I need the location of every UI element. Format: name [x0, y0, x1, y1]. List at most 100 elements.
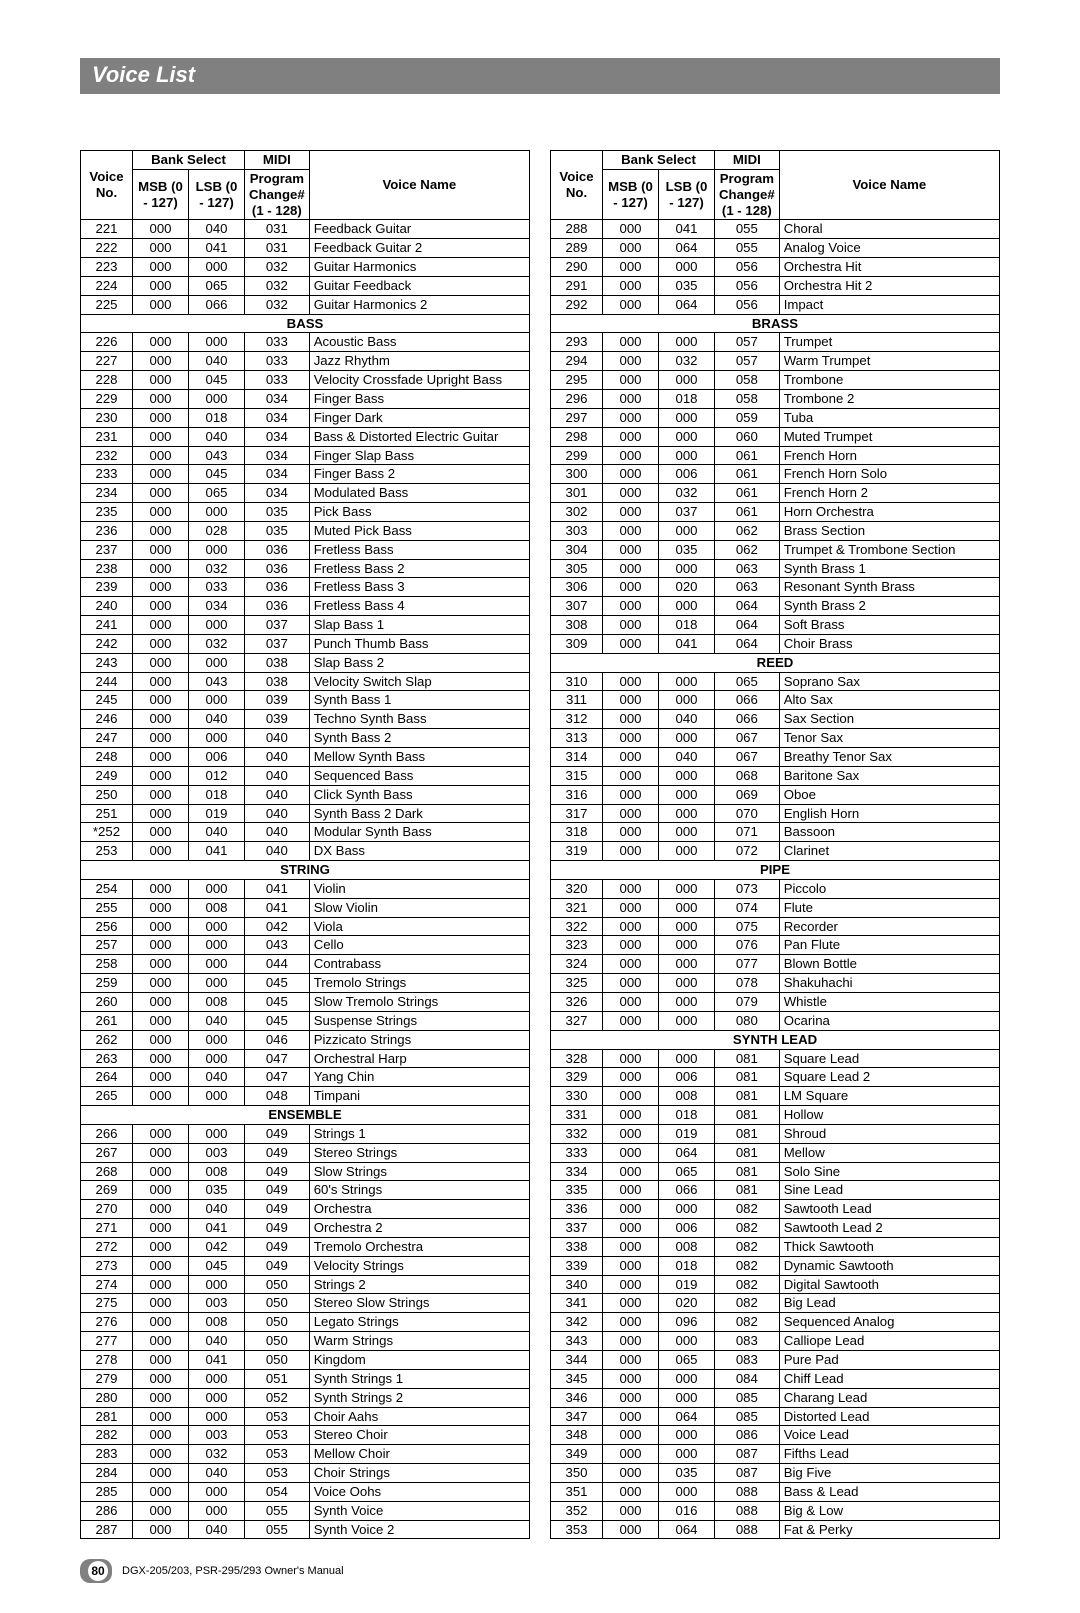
section-header: ENSEMBLE: [81, 1106, 530, 1125]
msb-cell: 000: [133, 1011, 189, 1030]
lsb-cell: 018: [659, 616, 715, 635]
voice-name-cell: Stereo Slow Strings: [309, 1294, 529, 1313]
voice-no-cell: 332: [551, 1124, 603, 1143]
msb-cell: 000: [133, 371, 189, 390]
voice-name-cell: Violin: [309, 879, 529, 898]
msb-cell: 000: [603, 220, 659, 239]
msb-cell: 000: [133, 220, 189, 239]
program-change-cell: 081: [715, 1106, 780, 1125]
voice-no-cell: 346: [551, 1388, 603, 1407]
lsb-cell: 042: [189, 1237, 245, 1256]
table-row: 345000000084Chiff Lead: [551, 1369, 1000, 1388]
voice-no-cell: 236: [81, 521, 133, 540]
voice-name-cell: LM Square: [779, 1087, 999, 1106]
right-column: Voice No. Bank Select MIDI Voice Name MS…: [550, 150, 1000, 1539]
program-change-cell: 070: [715, 804, 780, 823]
voice-no-cell: 348: [551, 1426, 603, 1445]
table-row: 348000000086Voice Lead: [551, 1426, 1000, 1445]
program-change-cell: 038: [245, 653, 310, 672]
voice-no-cell: 251: [81, 804, 133, 823]
lsb-cell: 000: [189, 691, 245, 710]
table-row: 312000040066Sax Section: [551, 710, 1000, 729]
program-change-cell: 040: [245, 842, 310, 861]
lsb-cell: 000: [659, 785, 715, 804]
voice-name-cell: Viola: [309, 917, 529, 936]
program-change-cell: 082: [715, 1237, 780, 1256]
voice-name-cell: Tremolo Orchestra: [309, 1237, 529, 1256]
voice-name-cell: Guitar Harmonics: [309, 258, 529, 277]
voice-name-cell: Acoustic Bass: [309, 333, 529, 352]
table-row: 302000037061Horn Orchestra: [551, 503, 1000, 522]
table-row: 255000008041Slow Violin: [81, 898, 530, 917]
voice-no-cell: 270: [81, 1200, 133, 1219]
voice-name-cell: Resonant Synth Brass: [779, 578, 999, 597]
voice-name-cell: Shroud: [779, 1124, 999, 1143]
table-row: 315000000068Baritone Sax: [551, 766, 1000, 785]
program-change-cell: 084: [715, 1369, 780, 1388]
voice-no-cell: 243: [81, 653, 133, 672]
program-change-cell: 061: [715, 446, 780, 465]
lsb-cell: 000: [189, 936, 245, 955]
voice-no-cell: 240: [81, 597, 133, 616]
table-row: 242000032037Punch Thumb Bass: [81, 634, 530, 653]
program-change-cell: 083: [715, 1351, 780, 1370]
msb-cell: 000: [603, 1219, 659, 1238]
voice-no-cell: 292: [551, 295, 603, 314]
lsb-cell: 000: [189, 540, 245, 559]
section-label: ENSEMBLE: [81, 1106, 530, 1125]
table-row: 335000066081Sine Lead: [551, 1181, 1000, 1200]
program-change-cell: 034: [245, 465, 310, 484]
program-change-cell: 049: [245, 1181, 310, 1200]
voice-name-cell: Sequenced Analog: [779, 1313, 999, 1332]
table-row: 300000006061French Horn Solo: [551, 465, 1000, 484]
voice-no-cell: 304: [551, 540, 603, 559]
program-change-cell: 088: [715, 1501, 780, 1520]
section-label: REED: [551, 653, 1000, 672]
table-row: 324000000077Blown Bottle: [551, 955, 1000, 974]
program-change-cell: 083: [715, 1332, 780, 1351]
table-row: 228000045033Velocity Crossfade Upright B…: [81, 371, 530, 390]
lsb-cell: 040: [189, 220, 245, 239]
program-change-cell: 062: [715, 521, 780, 540]
voice-no-cell: 264: [81, 1068, 133, 1087]
msb-cell: 000: [133, 653, 189, 672]
voice-name-cell: Contrabass: [309, 955, 529, 974]
voice-no-cell: 249: [81, 766, 133, 785]
table-row: 353000064088Fat & Perky: [551, 1520, 1000, 1539]
voice-no-cell: 347: [551, 1407, 603, 1426]
table-row: 249000012040Sequenced Bass: [81, 766, 530, 785]
msb-cell: 000: [133, 955, 189, 974]
table-row: 276000008050Legato Strings: [81, 1313, 530, 1332]
voice-name-cell: Click Synth Bass: [309, 785, 529, 804]
lsb-cell: 000: [659, 371, 715, 390]
voice-name-cell: Synth Voice 2: [309, 1520, 529, 1539]
table-row: 299000000061French Horn: [551, 446, 1000, 465]
table-row: 250000018040Click Synth Bass: [81, 785, 530, 804]
msb-cell: 000: [133, 634, 189, 653]
program-change-cell: 040: [245, 748, 310, 767]
page: Voice List Voice No. Bank Select MIDI Vo…: [0, 0, 1080, 1613]
table-row: 309000041064Choir Brass: [551, 634, 1000, 653]
voice-name-cell: Sine Lead: [779, 1181, 999, 1200]
table-header: Voice No. Bank Select MIDI Voice Name MS…: [81, 151, 530, 220]
table-row: 243000000038Slap Bass 2: [81, 653, 530, 672]
lsb-cell: 000: [189, 1275, 245, 1294]
voice-name-cell: Velocity Strings: [309, 1256, 529, 1275]
voice-name-cell: Brass Section: [779, 521, 999, 540]
voice-no-cell: 309: [551, 634, 603, 653]
voice-no-cell: 305: [551, 559, 603, 578]
voice-no-cell: 301: [551, 484, 603, 503]
lsb-cell: 006: [659, 465, 715, 484]
table-row: 254000000041Violin: [81, 879, 530, 898]
voice-no-cell: 245: [81, 691, 133, 710]
program-change-cell: 036: [245, 559, 310, 578]
voice-no-cell: 289: [551, 239, 603, 258]
table-row: 327000000080Ocarina: [551, 1011, 1000, 1030]
table-row: 262000000046Pizzicato Strings: [81, 1030, 530, 1049]
voice-no-cell: 277: [81, 1332, 133, 1351]
lsb-cell: 000: [659, 823, 715, 842]
voice-no-cell: 343: [551, 1332, 603, 1351]
table-row: 325000000078Shakuhachi: [551, 974, 1000, 993]
msb-cell: 000: [133, 597, 189, 616]
program-change-cell: 036: [245, 540, 310, 559]
